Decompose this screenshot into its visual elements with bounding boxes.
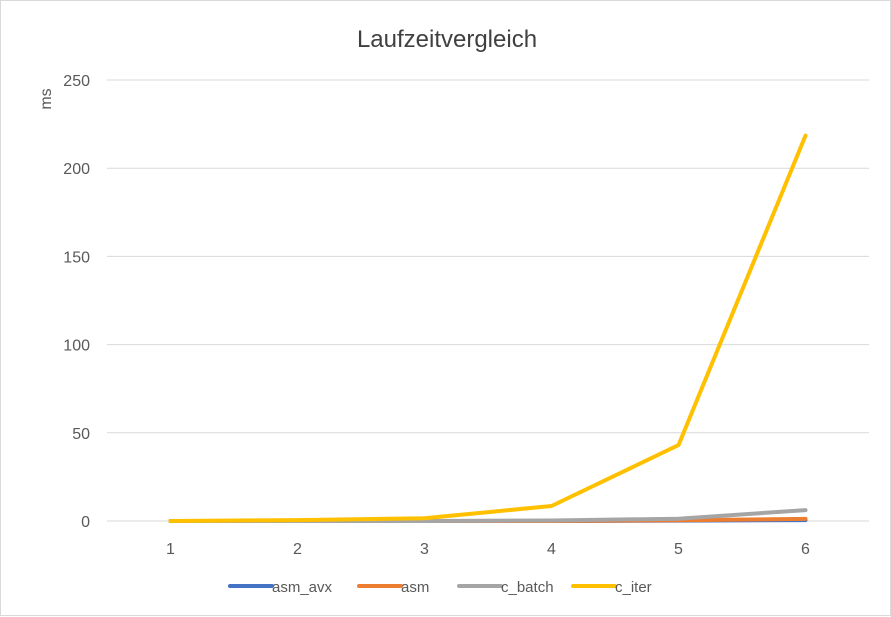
x-tick-label: 3 (420, 541, 429, 558)
legend-label: c_batch (501, 579, 554, 596)
legend-label: asm (401, 579, 429, 596)
y-tick-label: 150 (63, 249, 90, 266)
x-tick-label: 1 (166, 541, 175, 558)
x-tick-label: 2 (293, 541, 302, 558)
y-tick-label: 100 (63, 338, 90, 355)
gridlines (107, 79, 869, 522)
y-tick-label: 0 (81, 514, 90, 531)
x-tick-label: 6 (801, 541, 810, 558)
x-tick-label: 4 (547, 541, 556, 558)
legend-label: c_iter (615, 579, 652, 596)
y-tick-label: 200 (63, 161, 90, 178)
chart-title: Laufzeitvergleich (357, 26, 537, 53)
series-lines (168, 133, 808, 523)
x-tick-labels: 1 2 3 4 5 6 (166, 541, 810, 558)
y-axis-label: ms (38, 88, 55, 109)
legend-label: asm_avx (272, 579, 333, 596)
series-line-c-iter (168, 133, 808, 523)
y-tick-label: 50 (72, 426, 90, 443)
y-tick-labels: 0 50 100 150 200 250 (63, 73, 90, 531)
y-tick-label: 250 (63, 73, 90, 90)
legend: asm_avx asm c_batch c_iter (228, 579, 652, 596)
x-tick-label: 5 (674, 541, 683, 558)
